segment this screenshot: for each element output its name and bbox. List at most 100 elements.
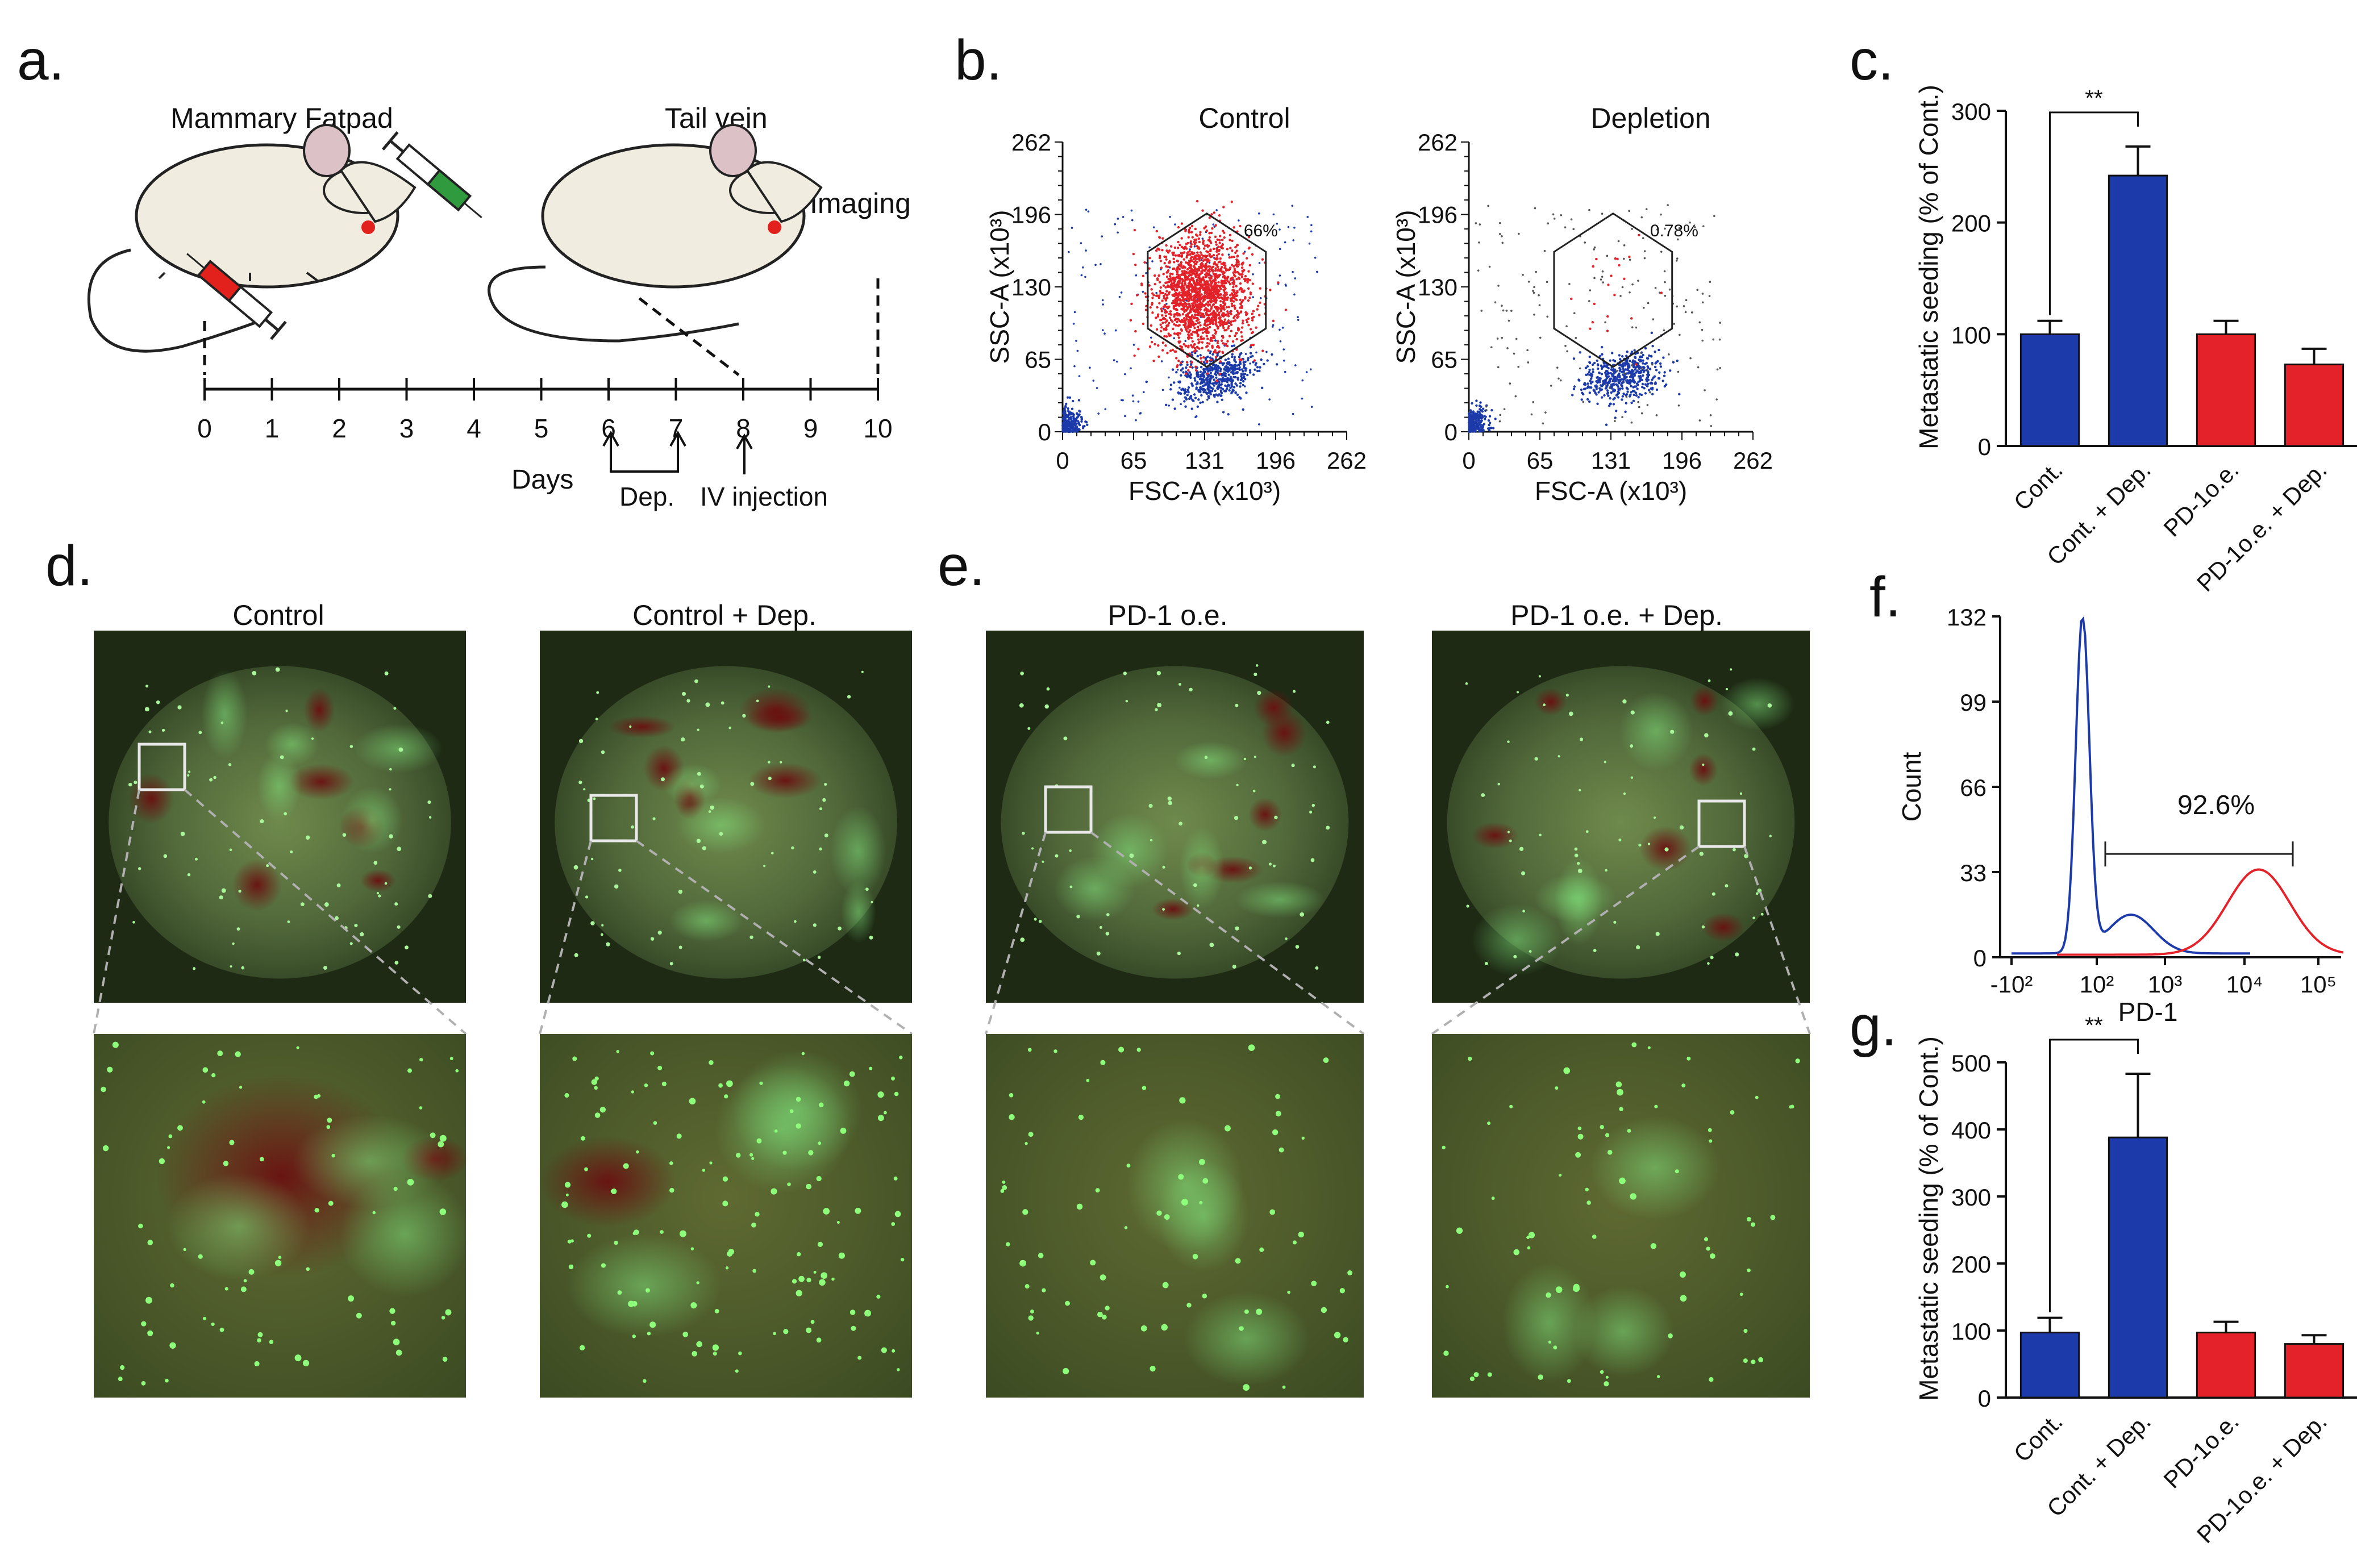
tumor-cell-dot — [661, 1081, 667, 1086]
event-dot — [1607, 394, 1610, 397]
event-dot — [1188, 274, 1191, 277]
event-dot — [1071, 412, 1075, 415]
tumor-cell-dot — [1019, 703, 1024, 708]
event-dot — [1189, 317, 1193, 320]
event-dot — [1664, 281, 1666, 283]
event-dot — [1235, 298, 1238, 302]
tumor-cell-dot — [1702, 763, 1705, 766]
fluorescence-area — [1174, 741, 1248, 779]
event-dot — [1203, 309, 1206, 312]
tumor-cell-dot — [1002, 1180, 1006, 1184]
tumor-cell-dot — [1442, 1145, 1446, 1150]
x-tick-label: 0 — [1056, 447, 1069, 474]
event-dot — [1228, 256, 1231, 259]
event-dot — [1240, 306, 1243, 309]
tumor-cell-dot — [1248, 1044, 1255, 1052]
event-dot — [1246, 358, 1250, 362]
tumor-cell-dot — [806, 1183, 812, 1190]
event-dot — [1184, 245, 1187, 248]
event-dot — [1697, 366, 1700, 369]
tumor-cell-dot — [836, 1220, 840, 1224]
event-dot — [1663, 385, 1666, 388]
event-dot — [1198, 283, 1201, 286]
tumor-cell-dot — [1225, 1125, 1231, 1132]
event-dot — [1240, 290, 1243, 293]
event-dot — [1209, 377, 1212, 380]
hemorrhage-spot — [288, 764, 355, 800]
tumor-cell-dot — [314, 1094, 319, 1099]
tumor-cell-dot — [1735, 952, 1739, 957]
event-dot — [1242, 252, 1245, 255]
tumor-cell-dot — [1529, 950, 1532, 953]
event-dot — [1064, 426, 1067, 429]
event-dot — [1211, 353, 1214, 356]
event-dot — [1651, 344, 1654, 348]
event-dot — [1207, 239, 1210, 241]
tumor-cell-dot — [1055, 854, 1059, 858]
event-dot — [1075, 422, 1078, 425]
event-dot — [1242, 319, 1244, 322]
tumor-cell-dot — [849, 1310, 856, 1315]
event-dot — [1065, 414, 1068, 416]
event-dot — [1231, 239, 1234, 243]
event-dot — [1188, 278, 1191, 281]
event-dot — [1120, 291, 1123, 294]
event-dot — [1633, 393, 1635, 397]
event-dot — [1664, 227, 1666, 230]
tumor-cell-dot — [376, 892, 380, 895]
event-dot — [1197, 389, 1200, 391]
event-dot — [1199, 375, 1202, 378]
event-dot — [1614, 257, 1617, 260]
event-dot — [1484, 418, 1486, 420]
event-dot — [1201, 256, 1204, 260]
event-dot — [1210, 390, 1214, 393]
event-dot — [1160, 291, 1163, 294]
tumor-cell-dot — [1254, 673, 1257, 677]
event-dot — [1227, 306, 1230, 308]
tumor-cell-dot — [372, 1211, 376, 1215]
event-dot — [1240, 368, 1244, 371]
event-dot — [1217, 281, 1220, 284]
event-dot — [1204, 225, 1207, 228]
tumor-cell-dot — [708, 810, 711, 813]
event-dot — [1648, 354, 1651, 357]
tumor-cell-dot — [1481, 793, 1485, 797]
tumor-cell-dot — [584, 1167, 588, 1171]
event-dot — [1185, 306, 1189, 308]
event-dot — [1487, 205, 1489, 207]
event-dot — [1602, 380, 1605, 383]
event-dot — [1471, 402, 1473, 405]
event-dot — [1253, 359, 1256, 362]
event-dot — [1226, 248, 1229, 251]
event-dot — [1213, 395, 1216, 398]
event-dot — [1647, 372, 1650, 374]
tumor-cell-dot — [177, 705, 182, 710]
event-dot — [1172, 257, 1175, 260]
event-dot — [1237, 329, 1240, 332]
tumor-cell-dot — [274, 1260, 282, 1267]
tumor-cell-dot — [650, 937, 655, 941]
event-dot — [1565, 325, 1568, 328]
event-dot — [1488, 429, 1491, 432]
event-dot — [1180, 374, 1182, 377]
event-dot — [1158, 302, 1161, 305]
event-dot — [1242, 408, 1244, 411]
tumor-cell-dot — [1664, 847, 1669, 852]
event-dot — [1719, 322, 1721, 324]
event-dot — [1248, 264, 1251, 267]
event-dot — [1150, 336, 1152, 339]
tumor-cell-dot — [813, 923, 817, 927]
tumor-cell-dot — [1574, 847, 1578, 851]
event-dot — [1179, 361, 1182, 364]
event-dot — [1221, 282, 1224, 285]
event-dot — [1188, 311, 1190, 315]
event-dot — [1198, 281, 1202, 283]
tumor-cell-dot — [1315, 966, 1319, 970]
tumor-cell-dot — [1635, 945, 1640, 950]
tumor-cell-dot — [690, 1302, 697, 1309]
event-dot — [1613, 376, 1616, 379]
event-dot — [1218, 249, 1221, 252]
tumor-cell-dot — [1558, 1173, 1562, 1177]
event-dot — [1606, 315, 1609, 318]
event-dot — [1213, 261, 1216, 264]
